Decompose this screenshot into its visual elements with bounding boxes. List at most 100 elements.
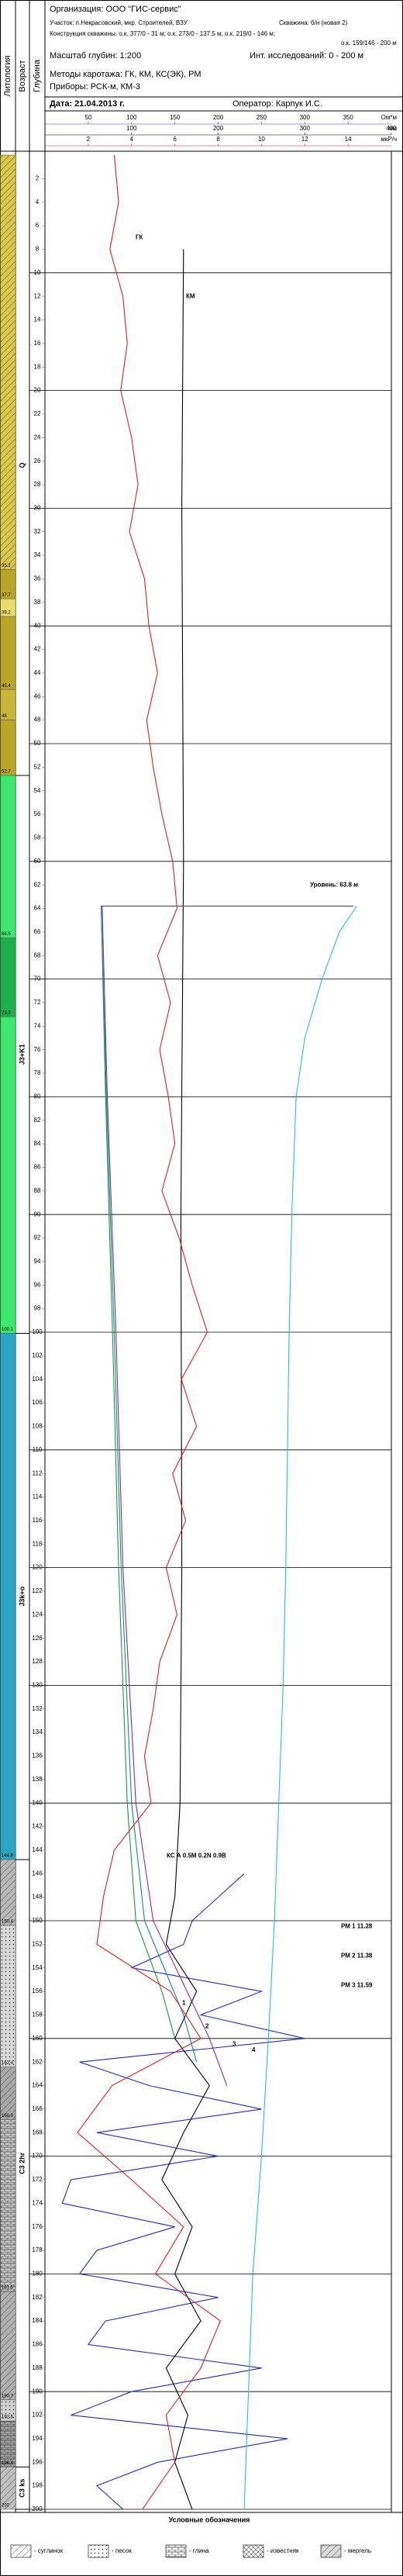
log-curve [243, 906, 357, 2510]
depth-label: 118 [33, 1540, 43, 1547]
scale-tick-label: 100 [126, 125, 137, 132]
depth-label: 154 [32, 1964, 43, 1971]
depth-label: 168 [32, 2129, 43, 2136]
layer-depth-label: 181.5 [2, 2286, 14, 2291]
depth-label: 26 [34, 458, 41, 464]
column-title: Возраст [18, 60, 27, 92]
layer-depth-label: 192.5 [2, 2415, 14, 2420]
depth-label: 148 [32, 1894, 43, 1901]
lithology-pattern [0, 2067, 16, 2120]
lithology-pattern [0, 2291, 16, 2400]
legend-swatch-pattern [166, 2545, 186, 2557]
log-curve [77, 154, 221, 2510]
depth-label: 176 [32, 2223, 43, 2230]
depth-scale: Масштаб глубин: 1:200 [50, 51, 141, 60]
depth-label: 2 [36, 174, 40, 181]
methods: Методы каротажа: ГК, КМ, КС(ЭК), РМ [50, 70, 202, 79]
scale-unit: мкР/ч [381, 136, 397, 143]
lithology-layer [0, 938, 16, 1017]
depth-label: 16 [34, 340, 41, 347]
depth-label: 184 [32, 2317, 43, 2324]
depth-label: 32 [34, 528, 41, 535]
log-curve [61, 1873, 305, 2510]
depth-label: 116 [33, 1517, 43, 1524]
depth-label: 22 [34, 410, 41, 417]
depth-label: 8 [36, 246, 40, 253]
layer-depth-label: 39.2 [2, 611, 11, 616]
depth-label: 58 [34, 834, 41, 841]
construction: о.к. 159/146 - 200 м [341, 40, 397, 47]
depth-label: 196 [32, 2458, 43, 2465]
depth-label: 146 [32, 1870, 43, 1877]
depth-label: 162 [32, 2058, 43, 2065]
depth-label: 186 [32, 2341, 43, 2348]
depth-label: 82 [34, 1117, 41, 1124]
depth-label: 6 [36, 222, 40, 229]
interval: Инт. исследований: 0 - 200 м [250, 51, 363, 60]
depth-label: 126 [32, 1635, 43, 1642]
track-frame [44, 150, 392, 2513]
lithology-layer [0, 1333, 16, 1860]
depth-label: 104 [32, 1376, 43, 1383]
legend-label: - глина [189, 2547, 209, 2554]
layer-depth-label: 48 [2, 714, 7, 719]
depth-label: 178 [32, 2246, 43, 2253]
depth-label: 84 [34, 1140, 41, 1147]
scale-tick-label: 150 [170, 114, 181, 121]
depth-label: 166 [32, 2105, 43, 2112]
age-label: Q [18, 462, 26, 468]
depth-label: 64 [34, 905, 41, 912]
depth-label: 14 [34, 316, 41, 323]
depth-label: 152 [32, 1940, 43, 1947]
layer-depth-label: 37.7 [2, 593, 11, 598]
annotation: Уровень: 63.8 м [310, 881, 358, 888]
log-curve [102, 906, 228, 2086]
legend-title: Условные обозначения [169, 2516, 250, 2523]
layer-depth-label: 66.5 [2, 932, 11, 937]
annotation: 1 [182, 1999, 186, 2006]
depth-label: 62 [34, 881, 41, 888]
depth-label: 4 [36, 199, 40, 205]
log-curve [161, 249, 210, 2510]
annotation: 2 [205, 2023, 209, 2030]
lithology-pattern [0, 2467, 16, 2509]
depth-label: 88 [34, 1187, 41, 1194]
layer-depth-label: 100.1 [2, 1328, 14, 1332]
lithology-layer [0, 1016, 16, 1334]
depth-label: 36 [34, 575, 41, 582]
annotation: КМ [186, 292, 195, 299]
depth-label: 188 [32, 2364, 43, 2371]
lithology-pattern [0, 2119, 16, 2292]
depth-label: 142 [32, 1823, 43, 1830]
layer-depth-label: 162.4 [2, 2061, 14, 2066]
scale-tick-label: 400 [386, 125, 397, 132]
lithology-layer [0, 616, 16, 690]
scale-tick-label: 6 [173, 136, 177, 143]
organization: Организация: ООО "ГИС-сервис" [50, 5, 181, 14]
depth-label: 44 [34, 669, 41, 676]
age-label: C3 2hr [18, 2152, 26, 2174]
depth-label: 158 [32, 2011, 43, 2018]
depth-label: 194 [32, 2435, 43, 2442]
operator: Оператор: Карпук И.С. [232, 99, 322, 109]
layer-depth-label: 35.2 [2, 564, 11, 568]
lithology-layer [0, 775, 16, 938]
legend-label: - песок [112, 2547, 132, 2554]
depth-label: 42 [34, 646, 41, 653]
depth-label: 54 [34, 787, 41, 794]
depth-label: 128 [32, 1658, 43, 1665]
legend-swatch-pattern [88, 2545, 108, 2557]
legend-label: - мергель [344, 2547, 371, 2554]
age-label: J3k+o [18, 1586, 26, 1606]
legend-swatch-pattern [243, 2545, 264, 2557]
annotation: 4 [252, 2046, 256, 2053]
depth-label: 18 [34, 363, 41, 370]
lithology-pattern [0, 1859, 16, 1926]
lithology-pattern [0, 2421, 16, 2467]
column-title: Литология [3, 55, 12, 96]
well: Скважина: б/н (новая 2) [279, 19, 348, 26]
scale-tick-label: 8 [216, 136, 220, 143]
scale-tick-label: 100 [126, 114, 137, 121]
scale-tick-label: 14 [345, 136, 352, 143]
layer-depth-label: 52.7 [2, 770, 11, 775]
